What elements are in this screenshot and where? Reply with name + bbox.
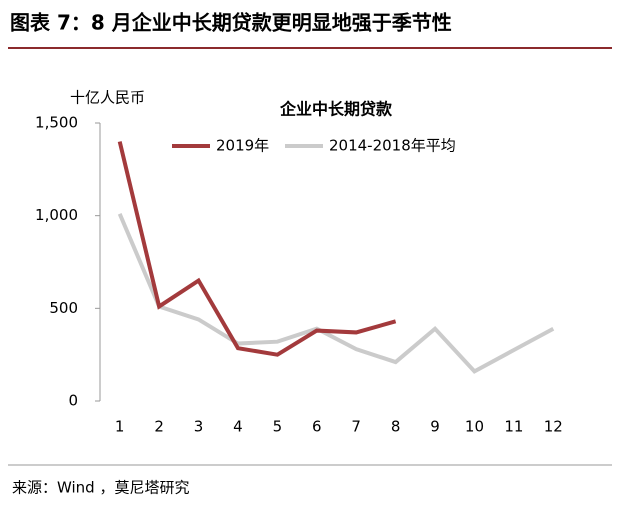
y-tick-label: 0 xyxy=(68,392,78,410)
x-tick-label: 11 xyxy=(504,418,523,436)
source: 来源：Wind ，莫尼塔研究 xyxy=(12,479,189,497)
chart-subtitle: 企业中长期贷款 xyxy=(279,100,393,119)
legend-label: 2019年 xyxy=(216,137,269,155)
y-tick-label: 1,000 xyxy=(35,206,78,224)
y-tick-label: 1,500 xyxy=(35,114,78,132)
x-tick-label: 7 xyxy=(351,418,361,436)
x-tick-label: 3 xyxy=(194,418,204,436)
x-tick-label: 12 xyxy=(544,418,563,436)
x-tick-label: 1 xyxy=(115,418,125,436)
y-tick-label: 500 xyxy=(49,299,78,317)
y-axis-label: 十亿人民币 xyxy=(70,89,145,107)
series-line xyxy=(117,141,397,357)
chart-title: 图表 7：8 月企业中长期贷款更明显地强于季节性 xyxy=(10,11,452,35)
x-tick-label: 9 xyxy=(430,418,440,436)
x-tick-label: 6 xyxy=(312,418,322,436)
legend-label: 2014-2018年平均 xyxy=(329,137,456,155)
x-tick-label: 2 xyxy=(154,418,164,436)
x-tick-label: 4 xyxy=(233,418,243,436)
series-line xyxy=(117,213,555,374)
x-tick-label: 8 xyxy=(391,418,401,436)
x-tick-label: 10 xyxy=(465,418,484,436)
x-tick-label: 5 xyxy=(273,418,283,436)
